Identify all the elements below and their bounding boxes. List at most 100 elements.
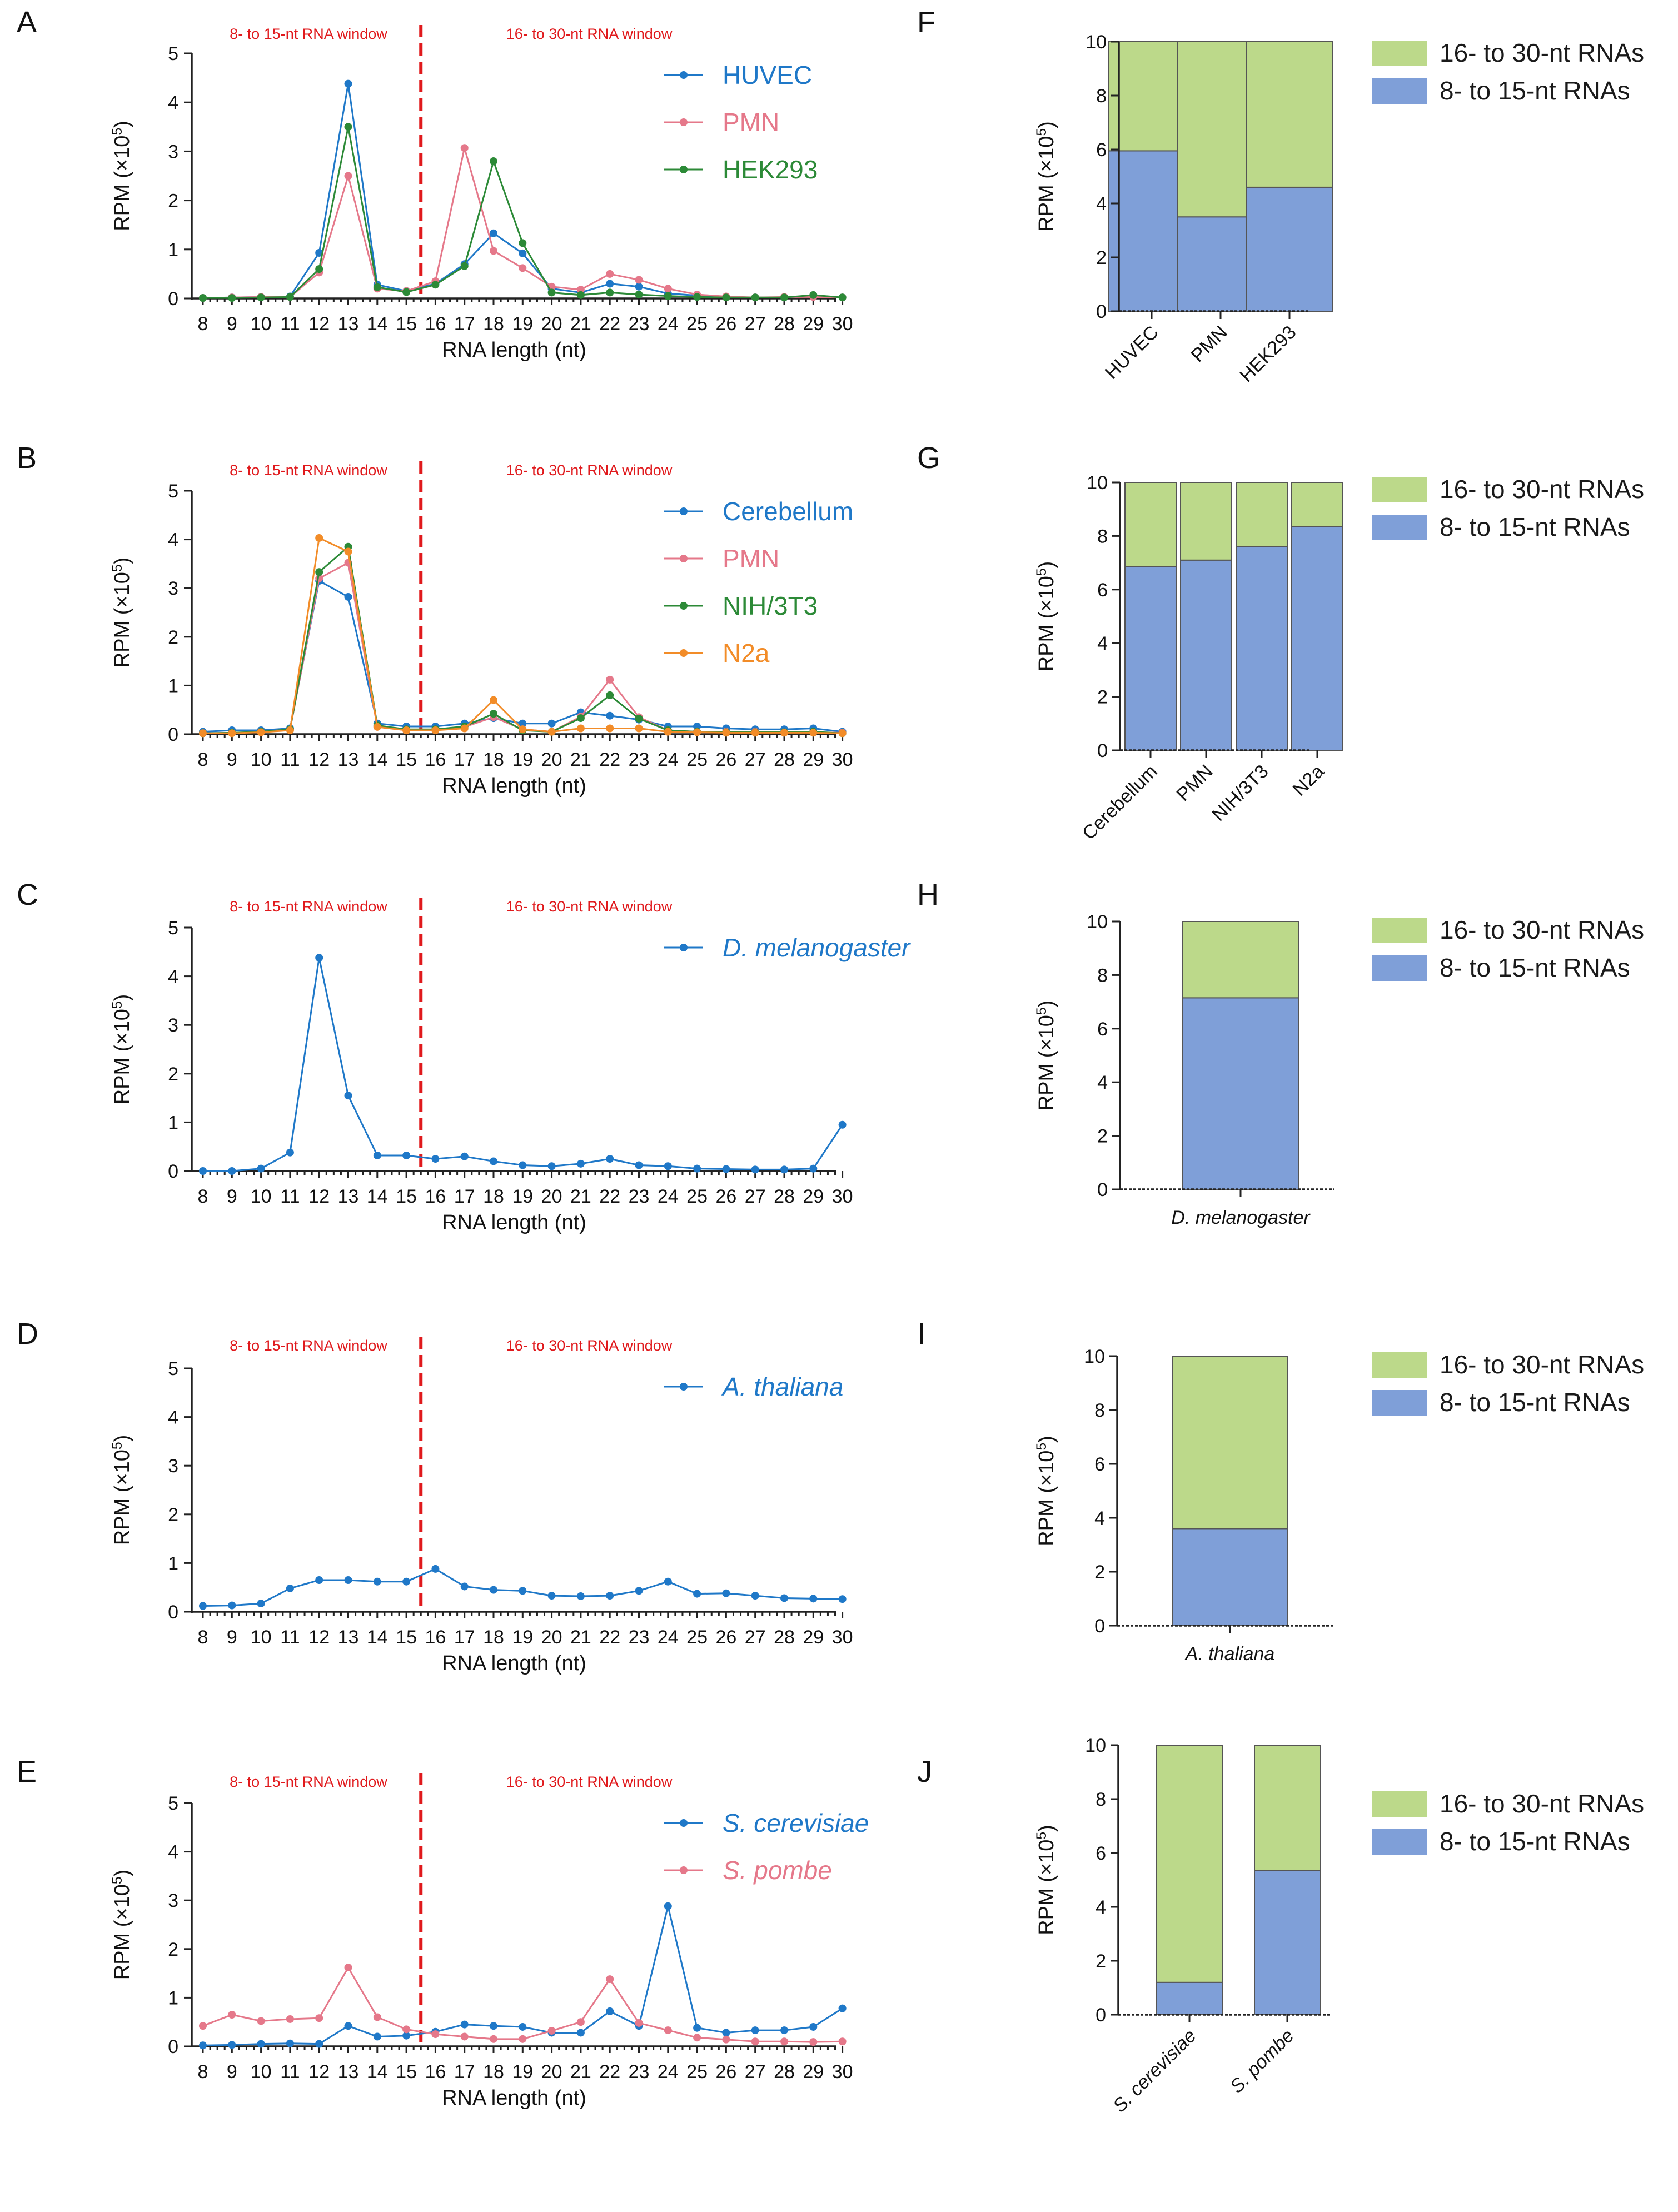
ylabel-exponent: 5 (110, 128, 125, 136)
x-tick-label: 11 (280, 2061, 300, 2083)
data-point (315, 265, 323, 273)
y-tick-label: 2 (168, 627, 178, 648)
x-tick-label: 28 (774, 749, 795, 770)
ylabel-close: ) (1035, 121, 1058, 128)
x-tick-label: 16 (425, 1186, 446, 1207)
data-point (576, 286, 585, 294)
y-tick-label: 3 (168, 1456, 178, 1477)
x-tick-label: 23 (629, 749, 650, 770)
x-tick-label: 20 (541, 1627, 562, 1648)
x-tick-label: 29 (803, 1627, 824, 1648)
x-tick-label: 27 (745, 749, 766, 770)
x-tick-label: 12 (308, 1627, 330, 1648)
data-point (431, 1155, 440, 1163)
data-point (228, 1601, 236, 1610)
y-tick-label: 10 (1087, 472, 1108, 494)
x-tick-label: 13 (338, 313, 359, 335)
y-tick-label: 1 (168, 675, 178, 696)
bar-segment-long (1236, 482, 1288, 547)
x-tick-label: 25 (686, 2061, 708, 2083)
legend-label: 8- to 15-nt RNAs (1440, 953, 1630, 982)
data-point (519, 264, 527, 272)
y-tick-label: 3 (168, 141, 178, 162)
data-point (373, 2013, 381, 2021)
data-point (199, 1167, 207, 1175)
data-point (722, 729, 730, 737)
ylabel-close: ) (111, 1435, 134, 1442)
data-point (635, 714, 643, 723)
data-point (838, 293, 847, 302)
legend-marker (680, 602, 688, 610)
legend-swatch (1372, 515, 1427, 540)
data-point (606, 724, 614, 733)
window-label-left: 8- to 15-nt RNA window (230, 1337, 387, 1354)
data-point (664, 1902, 672, 1910)
y-axis-title: RPM (×105) (110, 1870, 135, 1980)
data-point (402, 1151, 411, 1159)
data-point (344, 79, 352, 88)
data-point (576, 714, 585, 723)
y-axis-title: RPM (×105) (110, 121, 135, 231)
x-tick-label: 15 (396, 2061, 417, 2083)
x-tick-label: 22 (599, 749, 620, 770)
data-point (751, 1592, 759, 1600)
y-axis-title: RPM (×105) (1034, 1825, 1059, 1935)
x-tick-label: 17 (454, 1186, 475, 1207)
x-tick-label: 20 (541, 749, 562, 770)
bar-segment-long (1254, 1745, 1321, 1871)
x-tick-label: 10 (251, 1627, 272, 1648)
y-tick-label: 0 (168, 1161, 178, 1182)
data-point (576, 2018, 585, 2026)
panel-letter: H (917, 878, 939, 911)
y-tick-label: 5 (168, 481, 178, 502)
data-point (344, 172, 352, 180)
y-tick-label: 5 (168, 1358, 178, 1379)
x-tick-label: 11 (280, 313, 300, 335)
data-point (547, 2026, 556, 2035)
y-axis-title: RPM (×105) (1034, 1436, 1059, 1546)
bar-segment-short (1291, 526, 1343, 751)
data-point (402, 1577, 411, 1586)
y-tick-label: 5 (168, 43, 178, 64)
data-point (490, 2022, 497, 2030)
legend-swatch (1372, 1791, 1427, 1817)
data-point (780, 1594, 788, 1602)
data-point (693, 722, 701, 730)
data-point (809, 291, 818, 299)
data-point (751, 1165, 759, 1174)
data-point (809, 1164, 818, 1173)
ylabel-close: ) (111, 994, 134, 1002)
data-point (780, 1165, 788, 1174)
data-point (635, 724, 643, 733)
data-point (490, 247, 497, 255)
panel-letter: E (17, 1755, 37, 1788)
x-tick-label: 9 (227, 1627, 237, 1648)
x-tick-label: 18 (483, 1186, 504, 1207)
x-tick-label: 30 (832, 749, 853, 770)
data-point (460, 1582, 469, 1591)
y-axis-title: RPM (×105) (1034, 1000, 1059, 1111)
x-tick-label: 18 (483, 2061, 504, 2083)
panel-h: H 0 2 4 6 8 10 RPM (×105) D. melanogaster 16- to … (917, 878, 1644, 1228)
legend-label: HUVEC (723, 61, 812, 89)
data-point (460, 1152, 469, 1160)
data-point (606, 675, 614, 684)
y-tick-label: 0 (1096, 2005, 1106, 2026)
legend-label: S. pombe (723, 1856, 832, 1885)
data-point (373, 283, 381, 291)
x-tick-label: 17 (454, 313, 475, 335)
data-point (838, 2004, 847, 2012)
y-axis-title: RPM (×105) (110, 1435, 135, 1546)
x-tick-label: S. cerevisiae (1109, 2025, 1201, 2117)
data-point (257, 728, 265, 736)
data-point (460, 724, 469, 733)
x-tick-label: 18 (483, 1627, 504, 1648)
ylabel-close: ) (111, 557, 134, 565)
data-point (286, 2015, 294, 2023)
legend-swatch (1372, 918, 1427, 943)
data-point (344, 1576, 352, 1585)
legend-label: HEK293 (723, 155, 818, 184)
panel-j: J 0 2 4 6 8 10 RPM (×105) S. cerevisiae S. pombe 1… (917, 1735, 1644, 2116)
